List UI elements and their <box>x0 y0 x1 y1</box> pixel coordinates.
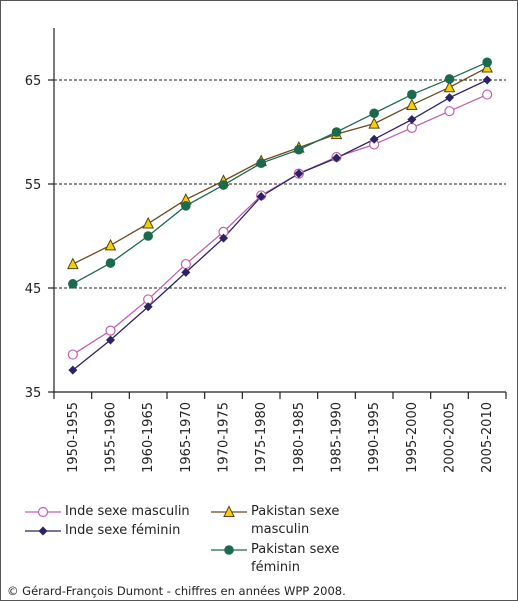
legend-marker-inde-feminin <box>25 526 61 536</box>
series-line-1 <box>72 79 488 371</box>
legend-label-pakistan-feminin-2: féminin <box>251 560 300 575</box>
data-point-s1 <box>445 93 454 103</box>
data-point-s2 <box>67 257 79 270</box>
legend-marker-pakistan-feminin <box>211 545 247 555</box>
series-line-3 <box>72 61 488 285</box>
data-point-s1 <box>256 191 266 201</box>
x-tick-label: 1975-1980 <box>254 402 269 473</box>
legend-marker-inde-masculin <box>25 506 61 518</box>
data-point-s0 <box>67 349 78 360</box>
x-tick-label: 1990-1995 <box>367 402 382 473</box>
data-point-s3 <box>256 158 266 168</box>
x-tick-label: 1980-1985 <box>292 402 307 473</box>
data-point-s3 <box>369 108 379 119</box>
data-point-s1 <box>332 153 341 163</box>
series-line-0 <box>72 93 488 356</box>
data-point-s3 <box>444 74 455 84</box>
data-point-s1 <box>68 365 78 375</box>
x-tick-label: 2005-2010 <box>480 402 495 473</box>
y-tick-label-55: 55 <box>25 178 42 193</box>
data-point-s1 <box>482 75 492 85</box>
data-point-s3 <box>294 144 304 155</box>
x-tick-label: 1995-2000 <box>405 402 420 473</box>
data-point-s0 <box>444 106 455 117</box>
source-credit: © Gérard-François Dumont - chiffres en a… <box>7 584 346 598</box>
legend-label-inde-feminin: Inde sexe féminin <box>65 523 181 538</box>
x-tick-label: 1965-1970 <box>179 402 194 473</box>
data-point-s0 <box>482 89 493 100</box>
series-line-2 <box>72 66 488 265</box>
data-point-s3 <box>407 89 417 100</box>
data-point-s1 <box>106 335 115 345</box>
legend-label-inde-masculin: Inde sexe masculin <box>65 504 190 519</box>
data-point-s2 <box>406 98 418 110</box>
data-point-s0 <box>105 325 116 336</box>
data-point-s3 <box>482 57 492 68</box>
data-point-s1 <box>181 267 191 277</box>
legend-label-pakistan-masculin-1: Pakistan sexe <box>251 504 340 519</box>
data-point-s2 <box>368 117 380 129</box>
data-point-s2 <box>443 80 456 93</box>
y-tick-label-65: 65 <box>25 74 42 89</box>
y-tick-label-45: 45 <box>25 282 42 297</box>
x-tick-label: 1950-1955 <box>66 402 81 473</box>
data-point-s1 <box>369 134 379 144</box>
data-point-s3 <box>143 231 153 241</box>
x-tick-label: 1985-1990 <box>330 402 345 473</box>
legend-label-pakistan-masculin-2: masculin <box>251 522 310 537</box>
y-tick-label-35: 35 <box>25 386 42 401</box>
data-point-s1 <box>219 233 228 243</box>
data-point-s1 <box>407 115 417 125</box>
data-point-s1 <box>294 169 304 179</box>
x-tick-label: 1960-1965 <box>141 402 156 473</box>
data-point-s0 <box>180 258 191 270</box>
data-point-s3 <box>331 127 342 137</box>
x-tick-label: 1970-1975 <box>217 402 232 473</box>
x-tick-label: 1955-1960 <box>104 402 119 473</box>
data-point-s0 <box>406 122 417 133</box>
data-point-s2 <box>142 216 154 229</box>
data-point-s2 <box>104 238 117 251</box>
legend-marker-pakistan-masculin <box>211 505 247 517</box>
legend-label-pakistan-feminin-1: Pakistan sexe <box>251 542 340 557</box>
data-point-s3 <box>181 201 191 211</box>
data-point-s3 <box>68 279 78 289</box>
data-point-s3 <box>105 258 116 268</box>
data-point-s3 <box>218 180 229 190</box>
x-tick-label: 2000-2005 <box>443 402 458 473</box>
data-point-s1 <box>143 302 153 312</box>
